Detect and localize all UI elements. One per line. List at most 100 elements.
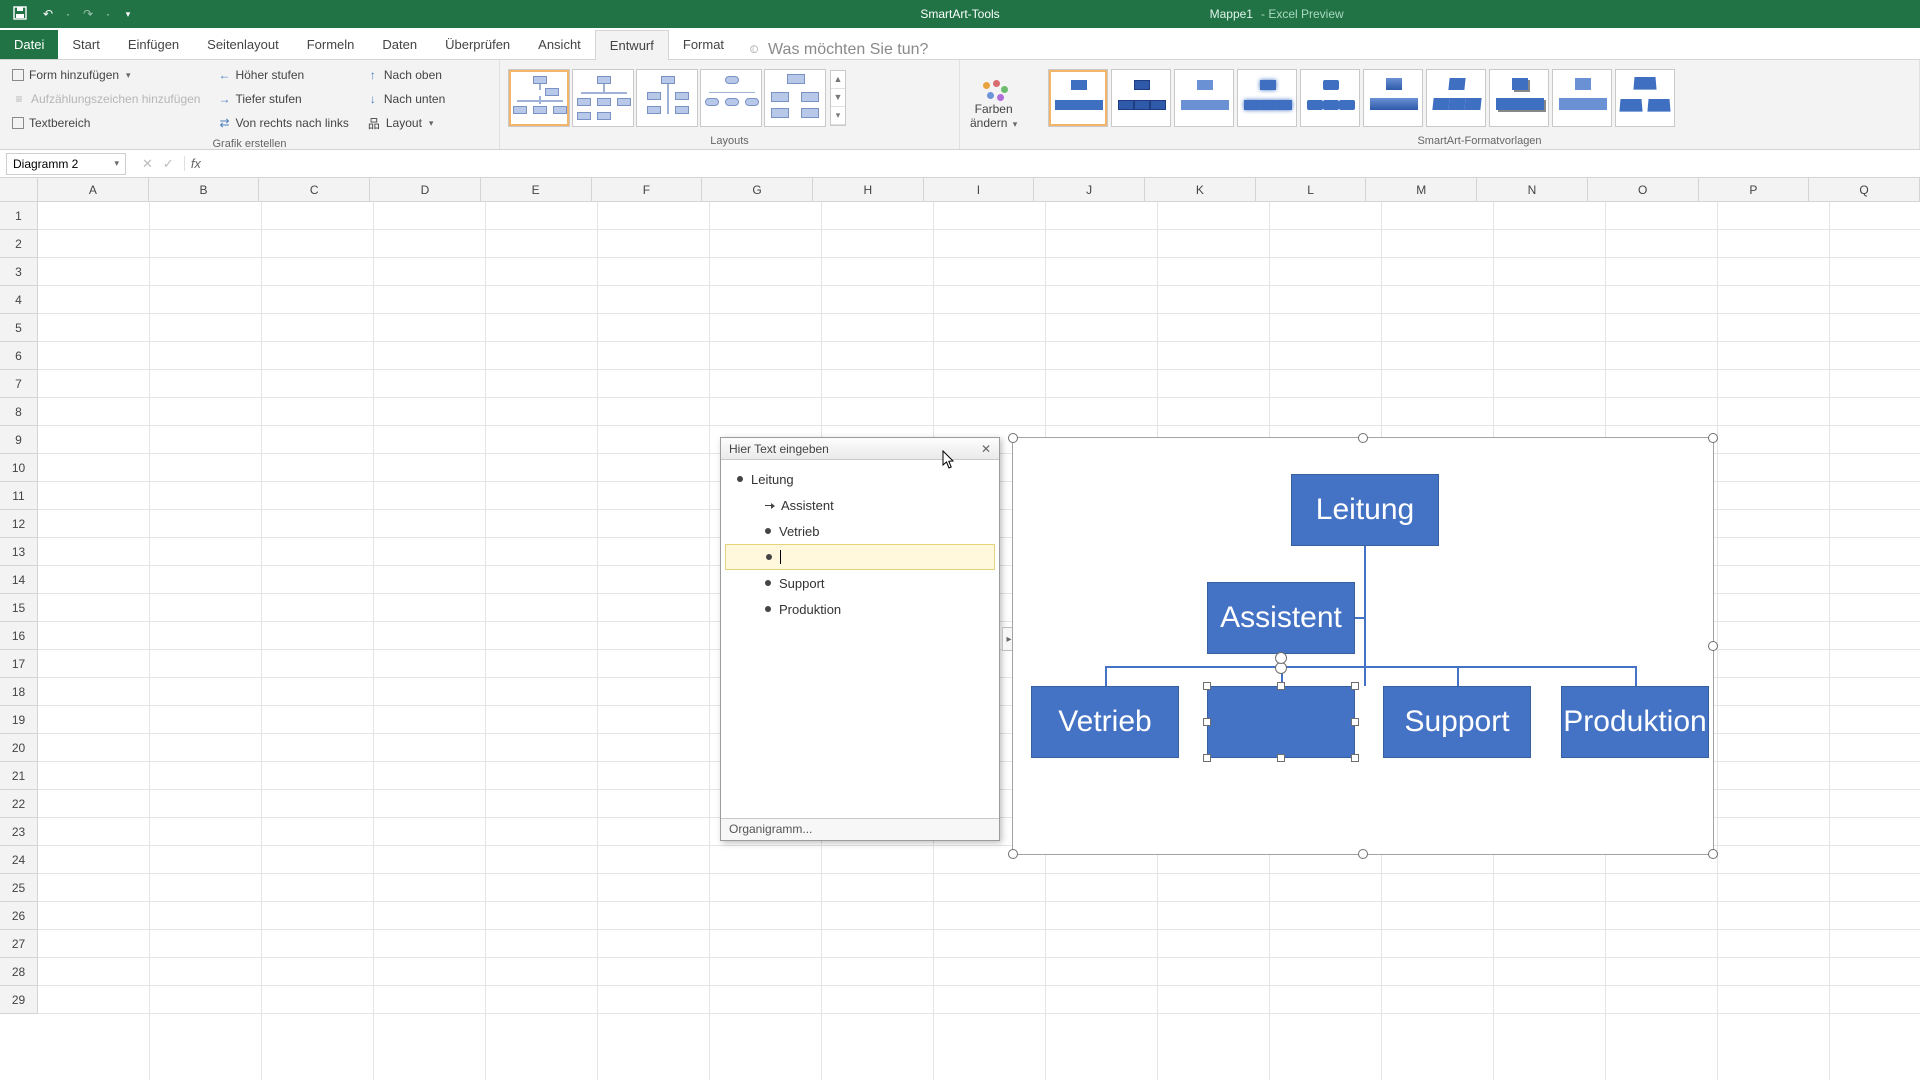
row-header[interactable]: 3 (0, 258, 38, 286)
row-header[interactable]: 25 (0, 874, 38, 902)
row-header[interactable]: 14 (0, 566, 38, 594)
row-header[interactable]: 12 (0, 510, 38, 538)
row-header[interactable]: 18 (0, 678, 38, 706)
cancel-icon[interactable]: ✕ (142, 156, 153, 172)
col-header[interactable]: Q (1809, 178, 1920, 202)
style-thumb-4[interactable] (1237, 69, 1297, 127)
qat-customize-icon[interactable]: ▾ (118, 9, 138, 20)
style-thumb-10[interactable] (1615, 69, 1675, 127)
row-header[interactable]: 21 (0, 762, 38, 790)
org-node-vetrieb[interactable]: Vetrieb (1031, 686, 1179, 758)
save-icon[interactable] (10, 5, 30, 24)
column-headers[interactable]: ABCDEFGHIJKLMNOPQ (38, 178, 1920, 202)
tab-überprüfen[interactable]: Überprüfen (431, 30, 524, 59)
col-header[interactable]: E (481, 178, 592, 202)
col-header[interactable]: I (924, 178, 1035, 202)
layouts-gallery[interactable]: ▲▼▾ (508, 64, 846, 131)
select-all-corner[interactable] (0, 178, 38, 202)
move-up-button[interactable]: ↑Nach oben (363, 64, 449, 86)
row-header[interactable]: 7 (0, 370, 38, 398)
tab-format[interactable]: Format (669, 30, 738, 59)
row-headers[interactable]: 1234567891011121314151617181920212223242… (0, 202, 38, 1014)
row-header[interactable]: 20 (0, 734, 38, 762)
row-header[interactable]: 29 (0, 986, 38, 1014)
text-pane-item[interactable]: Vetrieb (725, 518, 995, 544)
row-header[interactable]: 16 (0, 622, 38, 650)
worksheet[interactable]: ABCDEFGHIJKLMNOPQ 1234567891011121314151… (0, 178, 1920, 1080)
layout-thumb-5[interactable] (764, 69, 826, 127)
row-header[interactable]: 17 (0, 650, 38, 678)
row-header[interactable]: 2 (0, 230, 38, 258)
row-header[interactable]: 8 (0, 398, 38, 426)
row-header[interactable]: 9 (0, 426, 38, 454)
row-header[interactable]: 26 (0, 902, 38, 930)
org-node-empty[interactable] (1207, 686, 1355, 758)
row-header[interactable]: 13 (0, 538, 38, 566)
col-header[interactable]: C (259, 178, 370, 202)
styles-gallery[interactable] (1048, 64, 1675, 131)
row-header[interactable]: 28 (0, 958, 38, 986)
demote-button[interactable]: →Tiefer stufen (214, 88, 352, 110)
rtl-button[interactable]: ⇄Von rechts nach links (214, 112, 352, 134)
style-thumb-5[interactable] (1300, 69, 1360, 127)
col-header[interactable]: J (1034, 178, 1145, 202)
redo-icon[interactable]: ↷ (78, 7, 98, 21)
close-icon[interactable]: ✕ (981, 442, 991, 456)
tab-formeln[interactable]: Formeln (293, 30, 369, 59)
style-thumb-6[interactable] (1363, 69, 1423, 127)
row-header[interactable]: 19 (0, 706, 38, 734)
fx-label[interactable]: fx (184, 156, 201, 171)
tab-ansicht[interactable]: Ansicht (524, 30, 595, 59)
tellme-search[interactable]: Was möchten Sie tun? (738, 41, 938, 59)
org-node-support[interactable]: Support (1383, 686, 1531, 758)
row-header[interactable]: 22 (0, 790, 38, 818)
style-thumb-2[interactable] (1111, 69, 1171, 127)
text-pane-item[interactable]: Support (725, 570, 995, 596)
col-header[interactable]: A (38, 178, 149, 202)
tab-einfügen[interactable]: Einfügen (114, 30, 193, 59)
style-thumb-8[interactable] (1489, 69, 1549, 127)
tab-file[interactable]: Datei (0, 30, 58, 59)
col-header[interactable]: B (149, 178, 260, 202)
style-thumb-7[interactable] (1426, 69, 1486, 127)
col-header[interactable]: N (1477, 178, 1588, 202)
col-header[interactable]: P (1699, 178, 1810, 202)
add-shape-button[interactable]: Form hinzufügen▾ (8, 64, 204, 86)
enter-icon[interactable]: ✓ (163, 156, 174, 172)
smartart-frame[interactable]: LeitungAssistentVetriebSupportProduktion (1012, 437, 1714, 855)
tab-entwurf[interactable]: Entwurf (595, 30, 669, 60)
tab-seitenlayout[interactable]: Seitenlayout (193, 30, 293, 59)
style-thumb-1[interactable] (1048, 69, 1108, 127)
org-node-produktion[interactable]: Produktion (1561, 686, 1709, 758)
org-node-assistent[interactable]: Assistent (1207, 582, 1355, 654)
name-box[interactable]: Diagramm 2 ▾ (6, 153, 126, 175)
change-colors-button[interactable]: Farben ändern ▾ (960, 60, 1027, 149)
col-header[interactable]: O (1588, 178, 1699, 202)
undo-icon[interactable]: ↶ (38, 7, 58, 21)
col-header[interactable]: F (592, 178, 703, 202)
layout-button[interactable]: 品Layout▾ (363, 112, 449, 134)
row-header[interactable]: 5 (0, 314, 38, 342)
layout-thumb-3[interactable] (636, 69, 698, 127)
col-header[interactable]: M (1366, 178, 1477, 202)
move-down-button[interactable]: ↓Nach unten (363, 88, 449, 110)
text-pane-item[interactable]: Assistent (725, 492, 995, 518)
layouts-scroll[interactable]: ▲▼▾ (830, 70, 846, 126)
text-pane-body[interactable]: LeitungAssistentVetriebSupportProduktion (721, 460, 999, 628)
col-header[interactable]: K (1145, 178, 1256, 202)
textpane-button[interactable]: Textbereich (8, 112, 204, 134)
layout-thumb-1[interactable] (508, 69, 570, 127)
promote-button[interactable]: ←Höher stufen (214, 64, 352, 86)
text-pane-item[interactable]: Produktion (725, 596, 995, 622)
col-header[interactable]: L (1256, 178, 1367, 202)
row-header[interactable]: 1 (0, 202, 38, 230)
row-header[interactable]: 15 (0, 594, 38, 622)
row-header[interactable]: 24 (0, 846, 38, 874)
row-header[interactable]: 6 (0, 342, 38, 370)
layout-thumb-4[interactable] (700, 69, 762, 127)
layout-thumb-2[interactable] (572, 69, 634, 127)
row-header[interactable]: 23 (0, 818, 38, 846)
smartart-text-pane[interactable]: Hier Text eingeben ✕ LeitungAssistentVet… (720, 437, 1000, 841)
col-header[interactable]: G (702, 178, 813, 202)
text-pane-header[interactable]: Hier Text eingeben ✕ (721, 438, 999, 460)
